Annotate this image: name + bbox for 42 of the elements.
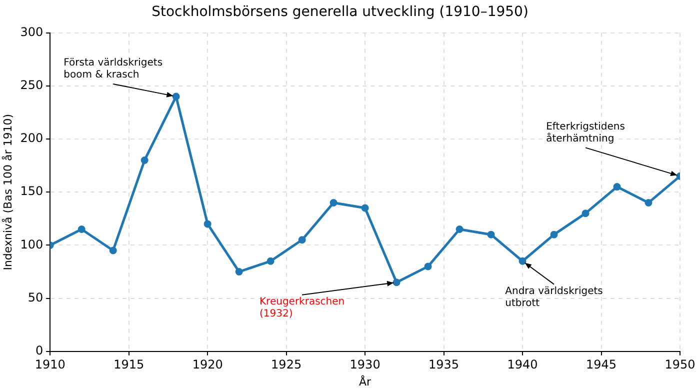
x-tick-label: 1950 bbox=[664, 358, 696, 372]
y-tick-label: 50 bbox=[28, 290, 44, 304]
annotation: Första världskrigets boom & krasch bbox=[64, 58, 163, 81]
y-tick-label: 0 bbox=[35, 344, 44, 358]
point bbox=[550, 230, 558, 238]
point bbox=[644, 198, 652, 206]
point bbox=[361, 204, 369, 212]
y-tick-label: 100 bbox=[20, 237, 44, 252]
annotation: Efterkrigstidens återhämtning bbox=[546, 121, 625, 144]
annotation: Andra världskrigets utbrott bbox=[505, 286, 603, 309]
x-tick-label: 1935 bbox=[428, 358, 460, 372]
y-axis-title: Indexnivå (Bas 100 år 1910) bbox=[1, 114, 14, 270]
x-axis-title: År bbox=[359, 374, 372, 388]
x-tick-label: 1940 bbox=[507, 358, 538, 372]
point bbox=[78, 226, 86, 234]
annotation: Kreugerkraschen (1932) bbox=[260, 296, 345, 320]
point bbox=[172, 92, 180, 100]
x-tick-label: 1930 bbox=[350, 358, 380, 372]
x-tick-label: 1910 bbox=[34, 358, 66, 372]
chart-title: Stockholmsbörsens generella utveckling (1910–1950) bbox=[152, 4, 528, 20]
x-tick-label: 1945 bbox=[586, 358, 617, 372]
y-tick-label: 150 bbox=[20, 184, 44, 198]
point bbox=[613, 183, 621, 191]
point bbox=[392, 278, 400, 286]
point bbox=[456, 226, 464, 234]
point bbox=[487, 230, 495, 238]
x-tick-label: 1925 bbox=[271, 358, 302, 372]
point bbox=[424, 262, 432, 270]
point bbox=[140, 156, 148, 164]
point bbox=[298, 236, 306, 244]
y-tick-label: 250 bbox=[20, 78, 44, 92]
y-tick-label: 200 bbox=[20, 131, 44, 146]
x-tick-label: 1915 bbox=[114, 358, 144, 372]
point bbox=[235, 268, 243, 276]
x-tick-label: 1920 bbox=[192, 358, 223, 372]
point bbox=[109, 246, 117, 254]
point bbox=[204, 220, 212, 228]
point bbox=[266, 257, 274, 265]
point bbox=[330, 198, 338, 206]
point bbox=[518, 257, 526, 265]
point bbox=[582, 210, 590, 218]
y-tick-label: 300 bbox=[20, 24, 44, 39]
